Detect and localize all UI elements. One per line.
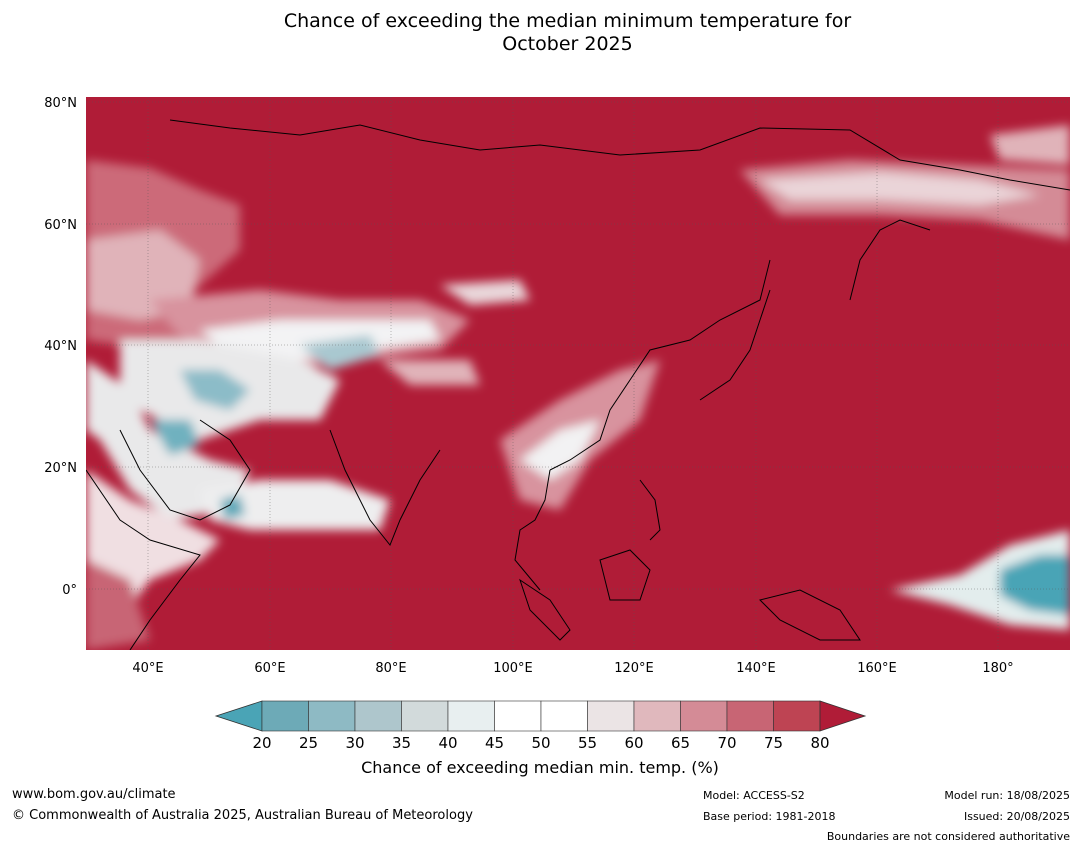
colorbar-tick-label: 50: [531, 734, 550, 752]
colorbar-tick-label: 25: [299, 734, 318, 752]
coastline-india: [329, 429, 441, 546]
colorbar-segment: [401, 700, 449, 732]
colorbar-segment: [354, 700, 402, 732]
colorbar-tick-label: 30: [345, 734, 364, 752]
colorbar-tick-label: 70: [717, 734, 736, 752]
colorbar-segment: [587, 700, 635, 732]
coastlines: [86, 119, 1070, 650]
colorbar-segment: [633, 700, 681, 732]
website-link[interactable]: www.bom.gov.au/climate: [12, 787, 176, 802]
coastline-japan: [699, 289, 771, 401]
region-black-sea-field: [86, 230, 200, 320]
coastline-sumatra: [519, 578, 571, 641]
colorbar-tick-label: 55: [578, 734, 597, 752]
colorbar: 20 25 30 35 40 45 50 55 60 65 70 75 80: [214, 700, 867, 752]
disclaimer-text: Boundaries are not considered authoritat…: [826, 830, 1070, 843]
lat-label: 0°: [62, 583, 77, 598]
region-mongolia-field: [440, 280, 530, 305]
coastline-indochina: [514, 469, 551, 591]
coastline-arabia: [119, 419, 251, 521]
coastline-east-asia: [549, 259, 771, 471]
coastline-new-guinea: [759, 589, 861, 641]
colorbar-tick-label: 75: [764, 734, 783, 752]
coastline-philippines: [639, 479, 661, 541]
title-line-2: October 2025: [502, 33, 633, 55]
colorbar-segment: [540, 700, 588, 732]
region-central-asia-white: [200, 320, 440, 360]
colorbar-tick-label: 80: [810, 734, 829, 752]
base-period-text: Base period: 1981-2018: [703, 810, 836, 823]
colorbar-label: Chance of exceeding median min. temp. (%…: [361, 758, 719, 777]
colorbar-segment: [680, 700, 728, 732]
region-tibet-field: [380, 360, 480, 385]
coastline-africa-horn: [86, 469, 201, 650]
colorbar-tick-label: 60: [624, 734, 643, 752]
lon-label: 80°E: [375, 661, 406, 676]
coastline-arctic: [169, 119, 1070, 191]
lon-label: 180°: [982, 661, 1013, 676]
lon-label: 100°E: [493, 661, 533, 676]
region-arabian-sea-blue: [220, 495, 245, 520]
colorbar-tick-label: 35: [392, 734, 411, 752]
title-line-1: Chance of exceeding the median minimum t…: [283, 10, 852, 32]
issued-text: Issued: 20/08/2025: [963, 810, 1070, 823]
colorbar-segment: [261, 700, 309, 732]
lon-label: 120°E: [614, 661, 654, 676]
region-west-china-blue: [300, 335, 380, 370]
region-indian-ocean-sw-field: [86, 560, 150, 650]
longitude-labels: 40°E 60°E 80°E 100°E 120°E 140°E 160°E 1…: [132, 661, 1013, 676]
colorbar-segments: [261, 700, 821, 732]
colorbar-tick-label: 45: [485, 734, 504, 752]
region-arabian-sea-field: [200, 480, 390, 530]
colorbar-tick-label: 20: [252, 734, 271, 752]
lon-label: 60°E: [254, 661, 285, 676]
region-arabia-blue: [150, 420, 200, 455]
colorbar-tick-labels: 20 25 30 35 40 45 50 55 60 65 70 75 80: [252, 734, 829, 752]
lat-label: 20°N: [44, 461, 77, 476]
probability-fields: [86, 125, 1070, 650]
chart-title: Chance of exceeding the median minimum t…: [0, 10, 1081, 56]
colorbar-segment: [726, 700, 774, 732]
region-siberia-pacific-white: [760, 172, 1040, 205]
lon-label: 140°E: [736, 661, 776, 676]
lat-label: 40°N: [44, 339, 77, 354]
colorbar-segment: [773, 700, 821, 732]
colorbar-tick-label: 65: [671, 734, 690, 752]
colorbar-segment: [308, 700, 356, 732]
colorbar-tick-label: 40: [438, 734, 457, 752]
copyright-text: © Commonwealth of Australia 2025, Austra…: [12, 808, 473, 823]
model-run-text: Model run: 18/08/2025: [944, 789, 1070, 802]
colorbar-low-extend: [214, 700, 263, 732]
coastline-kamchatka: [849, 219, 931, 301]
lon-label: 160°E: [857, 661, 897, 676]
latitude-labels: 80°N 60°N 40°N 20°N 0°: [44, 96, 77, 598]
region-north-pacific-field: [990, 125, 1070, 165]
model-text: Model: ACCESS-S2: [703, 789, 805, 802]
colorbar-segment: [447, 700, 495, 732]
lon-label: 40°E: [132, 661, 163, 676]
region-iran-blue: [180, 370, 250, 410]
lat-label: 60°N: [44, 218, 77, 233]
colorbar-segment: [494, 700, 542, 732]
coastline-borneo: [599, 549, 651, 601]
colorbar-high-extend: [819, 700, 867, 732]
lat-label: 80°N: [44, 96, 77, 111]
region-equatorial-pacific-blue: [1000, 555, 1070, 615]
region-south-china-white: [520, 420, 600, 480]
